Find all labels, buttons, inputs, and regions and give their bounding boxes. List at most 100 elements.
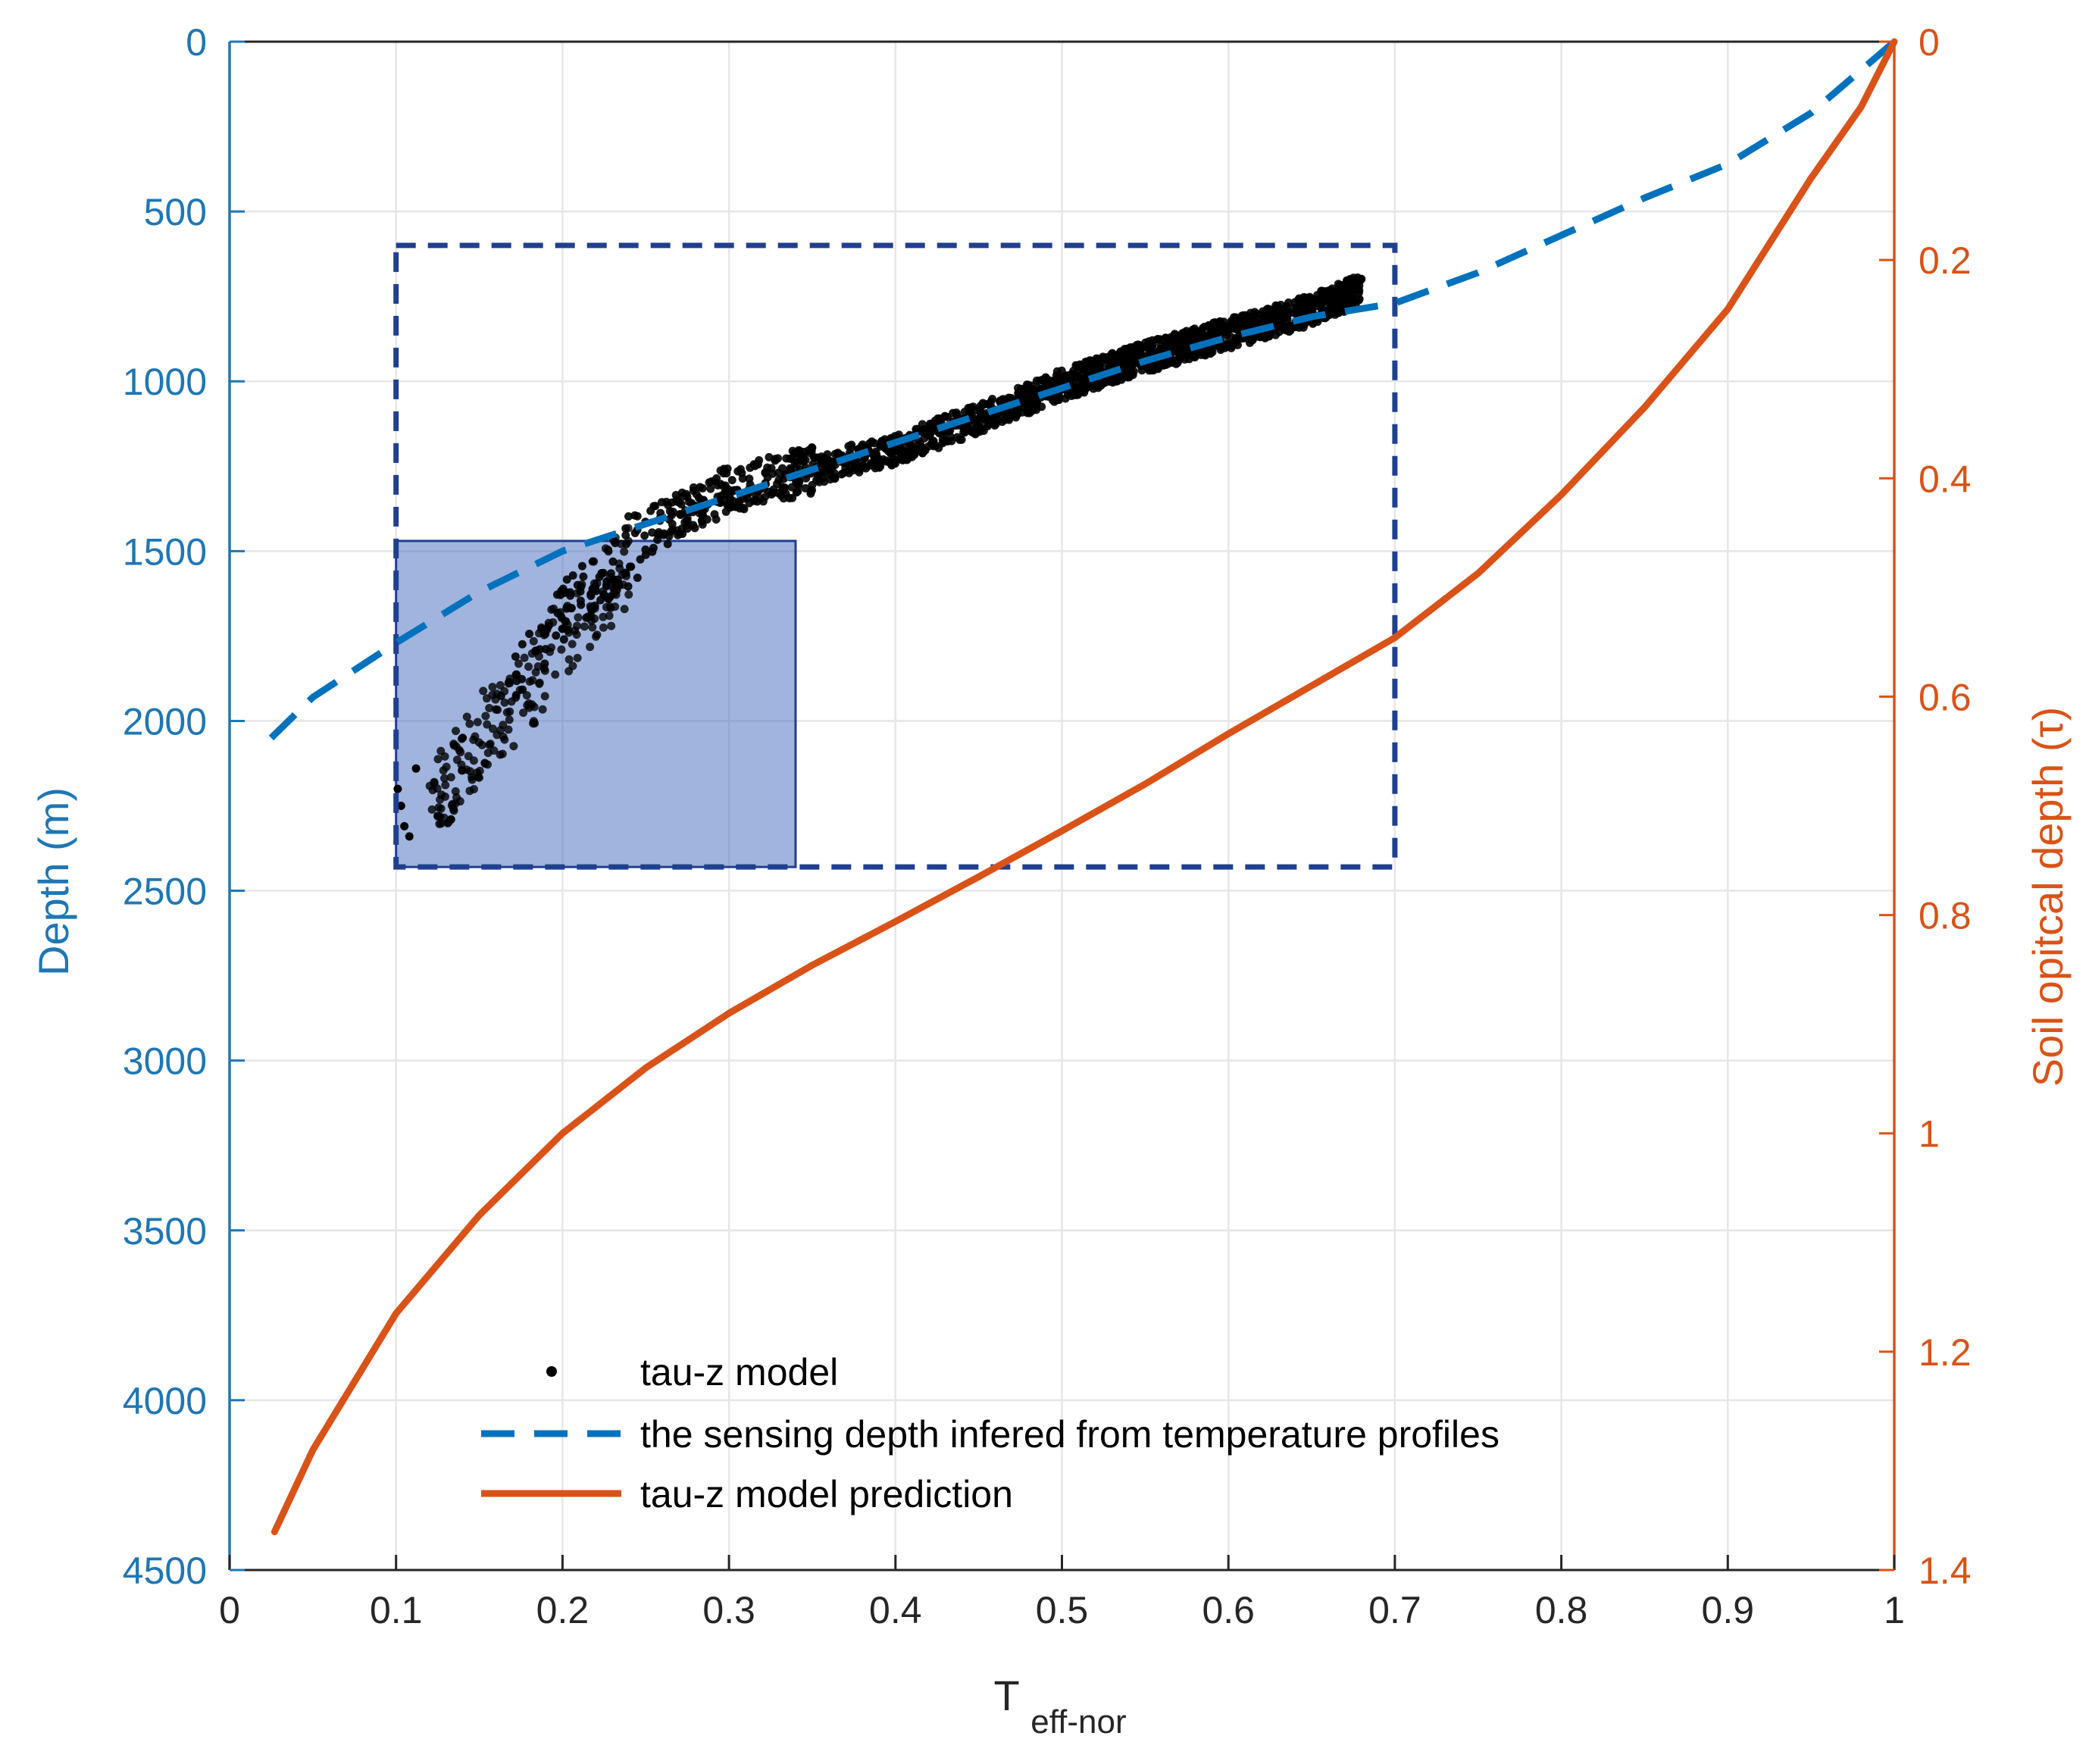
scatter-point bbox=[539, 664, 549, 673]
scatter-point bbox=[663, 540, 672, 549]
x-axis-title-main: T bbox=[994, 1672, 1019, 1719]
annotation-dashed-box bbox=[393, 242, 1398, 870]
scatter-point bbox=[926, 419, 935, 428]
scatter-point bbox=[802, 474, 811, 483]
scatter-point bbox=[563, 602, 572, 611]
scatter-point bbox=[1334, 280, 1343, 289]
y-axis-left-title: Depth (m) bbox=[30, 787, 77, 976]
scatter-point bbox=[1234, 316, 1243, 325]
scatter-point bbox=[586, 643, 595, 652]
scatter-point bbox=[537, 624, 546, 633]
line-series bbox=[268, 38, 1898, 1536]
scatter-point bbox=[706, 484, 715, 493]
scatter-point bbox=[555, 608, 564, 617]
x-tick-label: 0.6 bbox=[1202, 1589, 1255, 1631]
scatter-point bbox=[446, 815, 455, 824]
scatter-point bbox=[441, 780, 450, 790]
shaded-region-1 bbox=[395, 540, 797, 868]
scatter-point bbox=[577, 561, 586, 571]
scatter-point bbox=[451, 787, 460, 796]
scatter-point bbox=[489, 746, 499, 755]
scatter-point bbox=[648, 547, 657, 556]
scatter-point bbox=[524, 699, 533, 708]
scatter-point bbox=[1323, 287, 1332, 296]
scatter-point bbox=[750, 461, 759, 471]
scatter-point bbox=[1041, 373, 1050, 382]
legend: tau-z model the sensing depth infered fro… bbox=[481, 1351, 1500, 1515]
scatter-point bbox=[452, 727, 461, 736]
scatter-point bbox=[796, 452, 805, 461]
scatter-point bbox=[651, 502, 660, 511]
x-tick-label: 0.5 bbox=[1036, 1589, 1089, 1631]
scatter-point bbox=[400, 821, 409, 830]
scatter-point bbox=[593, 579, 602, 588]
scatter-point bbox=[871, 447, 880, 456]
prediction-line bbox=[271, 38, 1898, 1536]
x-tick-label: 1 bbox=[1884, 1589, 1905, 1631]
scatter-point bbox=[1116, 372, 1125, 381]
scatter-point bbox=[1092, 355, 1101, 364]
scatter-point bbox=[529, 636, 538, 646]
scatter-point bbox=[758, 497, 768, 506]
scatter-point bbox=[1307, 305, 1316, 314]
scatter-point bbox=[976, 402, 985, 411]
scatter-point bbox=[574, 613, 583, 622]
scatter-point bbox=[1222, 339, 1231, 349]
scatter-point bbox=[593, 630, 602, 640]
y-right-tick-label: 0.2 bbox=[1919, 239, 1972, 282]
scatter-point bbox=[439, 766, 448, 775]
scatter-point bbox=[557, 645, 566, 654]
scatter-point bbox=[857, 442, 866, 451]
scatter-point bbox=[998, 413, 1007, 422]
scatter-point bbox=[488, 683, 497, 692]
scatter-point bbox=[630, 528, 640, 537]
scatter-point bbox=[514, 659, 523, 668]
scatter-point bbox=[599, 612, 608, 621]
scatter-point bbox=[841, 463, 850, 472]
scatter-point bbox=[896, 448, 905, 457]
scatter-point bbox=[721, 507, 730, 516]
scatter-point bbox=[862, 464, 871, 473]
scatter-point bbox=[904, 452, 913, 461]
scatter-point bbox=[458, 733, 468, 743]
scatter-point bbox=[411, 764, 421, 773]
scatter-point bbox=[1047, 378, 1056, 387]
scatter-point bbox=[654, 528, 663, 537]
scatter-point bbox=[520, 653, 529, 662]
scatter-point bbox=[1165, 339, 1174, 348]
scatter-point bbox=[1081, 377, 1090, 386]
scatter-point bbox=[1309, 319, 1318, 328]
scatter-point bbox=[780, 483, 789, 493]
scatter-point bbox=[1234, 326, 1243, 335]
scatter-point bbox=[1256, 332, 1265, 341]
scatter-point bbox=[604, 545, 613, 554]
scatter-point bbox=[462, 712, 471, 721]
scatter-point bbox=[522, 691, 531, 700]
scatter-point bbox=[564, 655, 574, 664]
scatter-point bbox=[830, 449, 840, 458]
scatter-point bbox=[485, 703, 494, 712]
scatter-point bbox=[696, 483, 705, 492]
scatter-point bbox=[586, 602, 595, 611]
scatter-point bbox=[485, 740, 494, 749]
scatter-point bbox=[771, 456, 780, 465]
scatter-point bbox=[544, 618, 553, 627]
scatter-point bbox=[525, 629, 534, 638]
scatter-point bbox=[473, 718, 482, 727]
scatter-point bbox=[1184, 355, 1193, 364]
scatter-point bbox=[641, 550, 650, 559]
scatter-point bbox=[1171, 331, 1180, 340]
scatter-point bbox=[605, 602, 615, 611]
tick-labels: 0 0.1 0.2 0.3 0.4 0.5 0.6 0.7 0.8 0.9 1 0 500 1000 150… bbox=[123, 21, 1972, 1631]
scatter-point bbox=[535, 678, 544, 687]
scatter-point bbox=[717, 491, 726, 500]
scatter-point bbox=[479, 687, 488, 696]
scatter-point bbox=[568, 662, 577, 671]
scatter-point bbox=[1188, 330, 1197, 339]
scatter-point bbox=[877, 437, 887, 446]
scatter-point bbox=[434, 803, 443, 812]
scatter-point bbox=[446, 773, 455, 782]
scatter-point bbox=[668, 520, 677, 529]
y-left-tick-label: 500 bbox=[144, 191, 207, 233]
